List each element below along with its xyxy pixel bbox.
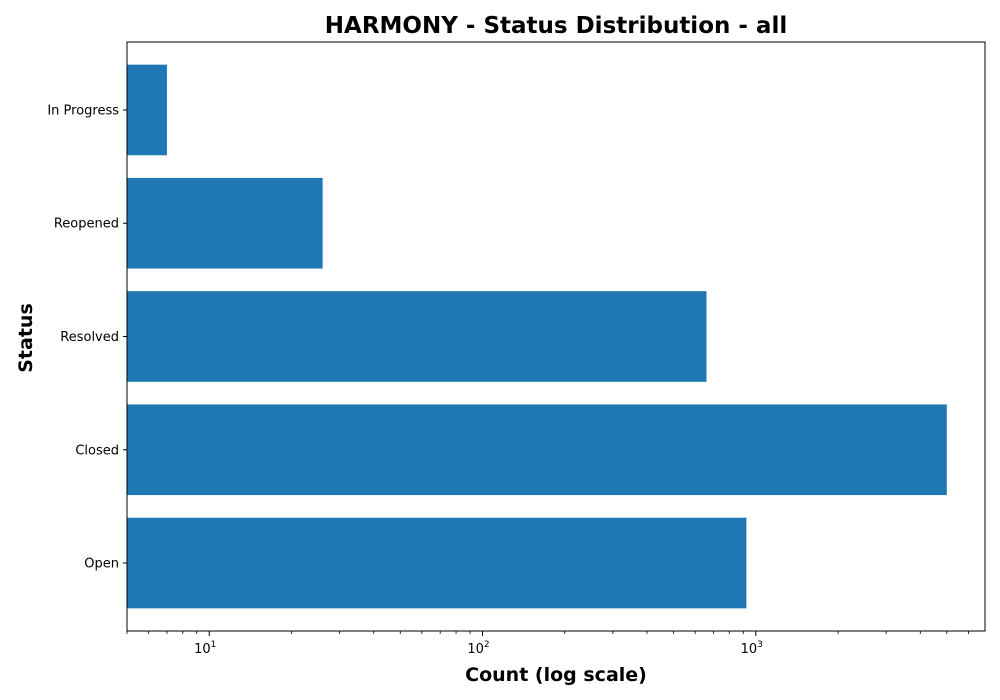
y-tick-label: In Progress [47, 103, 119, 118]
y-tick-label: Closed [75, 443, 119, 458]
y-tick-label: Open [84, 557, 119, 572]
x-axis-label: Count (log scale) [465, 664, 647, 686]
y-axis-label: Status [15, 303, 37, 373]
plot-area: Open Closed Resolved Reopened In Progress 101… [47, 41, 986, 657]
chart-title: HARMONY - Status Distribution - all [325, 13, 787, 39]
bar-in-progress [127, 64, 167, 156]
x-tick-label: 102 [467, 640, 489, 657]
bar-reopened [127, 177, 323, 269]
bar-closed [127, 404, 947, 496]
bar-open [127, 517, 747, 609]
y-tick-label: Reopened [54, 217, 119, 232]
y-tick-label: Resolved [60, 330, 119, 345]
x-tick-label: 101 [194, 640, 216, 657]
bar-resolved [127, 291, 707, 382]
x-tick-label: 103 [741, 640, 763, 657]
